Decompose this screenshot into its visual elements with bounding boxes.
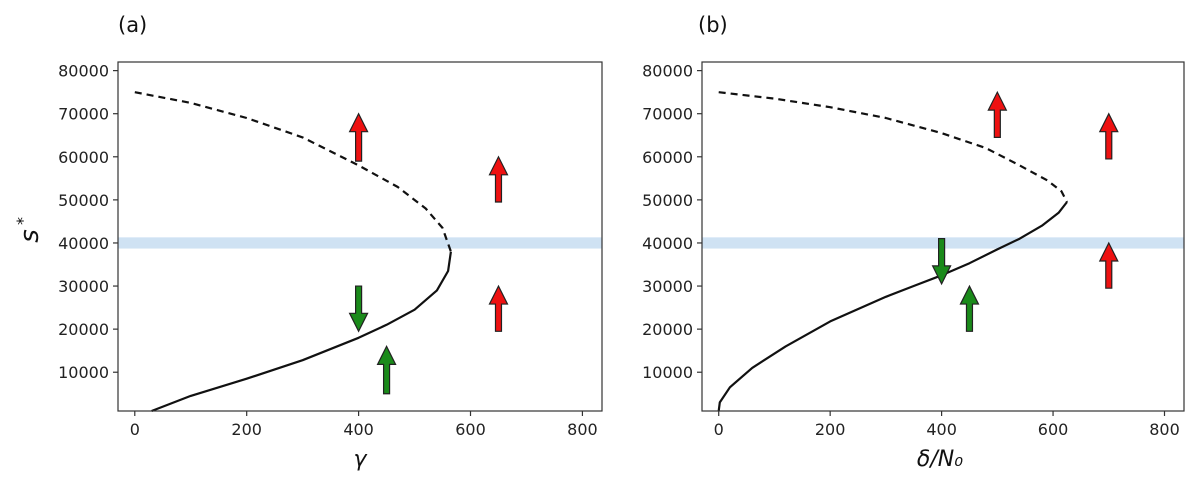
panel-a-frame: [117, 61, 603, 412]
panel-a-arrow-down-green: [348, 285, 369, 333]
panel-b-xtick-label: 0: [714, 420, 724, 439]
panel-b-frame: [701, 61, 1185, 412]
panel-b-arrow-up-green: [959, 284, 980, 332]
panel-a-ytick-label: 40000: [58, 234, 109, 253]
panel-b-arrow-down-green: [931, 238, 952, 286]
panel-b-arrow-up-red: [1098, 112, 1119, 160]
panel-b-arrow-up-red: [987, 90, 1008, 139]
panel-a-ytick-label: 30000: [58, 277, 109, 296]
panel-b-xtick-label: 800: [1149, 420, 1180, 439]
panel-b-xtick-label: 200: [815, 420, 846, 439]
panel-a-label: (a): [118, 13, 147, 37]
panel-b-xtick-label: 400: [926, 420, 957, 439]
panel-b-ytick-label: 20000: [642, 320, 693, 339]
panel-a-y-axis-label: s *: [13, 217, 45, 243]
panel-a-xtick-label: 600: [455, 420, 486, 439]
panel-a-xlabel: γ: [353, 447, 367, 472]
panel-a-ylabel-main: s: [15, 229, 45, 243]
panel-a-ytick-label: 50000: [58, 191, 109, 210]
panel-b-curve-dashed: [718, 91, 1068, 203]
panel-b-ytick-label: 80000: [642, 62, 693, 81]
panel-b-label: (b): [698, 13, 728, 37]
panel-b-ytick-label: 60000: [642, 148, 693, 167]
panel-a-ytick-label: 80000: [58, 62, 109, 81]
panel-a-plot: 0 200 400 600 800 10000 20000 30000 40000 50000 60…: [58, 61, 603, 439]
panel-a-xtick-label: 200: [231, 420, 262, 439]
panel-a-arrow-up-green: [376, 345, 397, 395]
panel-a-ytick-label: 20000: [58, 320, 109, 339]
panel-a-curve-dashed: [134, 91, 452, 252]
panel-a-curve-solid: [151, 251, 452, 413]
panel-a-highlight-band: [118, 237, 602, 249]
panel-b-ytick-label: 50000: [642, 191, 693, 210]
panel-a-arrow-up-red: [348, 112, 369, 162]
panel-a-xtick-label: 400: [343, 420, 374, 439]
panel-b-ytick-label: 40000: [642, 234, 693, 253]
panel-a-arrow-up-red: [488, 284, 509, 332]
panel-b: (b) 0 200 400 600 800 10000 20000 30000 40000 500…: [642, 13, 1185, 472]
panel-b-arrow-up-red: [1098, 241, 1119, 289]
panel-a-ytick-label: 10000: [58, 363, 109, 382]
panel-b-curve-solid: [717, 201, 1068, 412]
panel-b-plot: 0 200 400 600 800 10000 20000 30000 40000 50000 60…: [642, 61, 1185, 439]
panel-b-ytick-label: 70000: [642, 105, 693, 124]
panel-b-xlabel: δ/N₀: [917, 447, 963, 472]
panel-a-ytick-label: 70000: [58, 105, 109, 124]
panel-b-ytick-label: 30000: [642, 277, 693, 296]
panel-a-xtick-label: 0: [130, 420, 140, 439]
panel-b-xtick-label: 600: [1038, 420, 1069, 439]
panel-a-xtick-label: 800: [567, 420, 598, 439]
panel-b-ytick-label: 10000: [642, 363, 693, 382]
panel-a-ytick-label: 60000: [58, 148, 109, 167]
panel-a-ylabel-sup: *: [13, 217, 32, 225]
panel-a-arrow-up-red: [488, 155, 509, 203]
panel-a: (a) s * 0 200 400 600 800 10000 20000 30000 4000…: [13, 13, 603, 472]
